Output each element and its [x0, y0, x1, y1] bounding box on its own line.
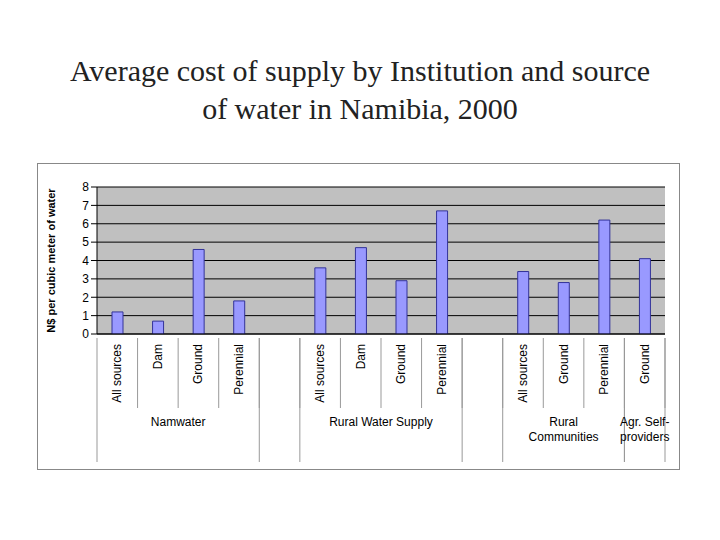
svg-text:Perennial: Perennial [597, 344, 611, 395]
svg-text:Ground: Ground [638, 344, 652, 384]
svg-text:N$ per cubic meter of water: N$ per cubic meter of water [45, 188, 57, 333]
svg-text:8: 8 [82, 180, 89, 194]
svg-text:Namwater: Namwater [151, 415, 206, 429]
svg-text:2: 2 [82, 291, 89, 305]
svg-text:1: 1 [82, 309, 89, 323]
svg-text:Dam: Dam [151, 344, 165, 369]
svg-text:Dam: Dam [354, 344, 368, 369]
svg-text:All sources: All sources [110, 344, 124, 403]
svg-text:All sources: All sources [313, 344, 327, 403]
svg-text:5: 5 [82, 235, 89, 249]
svg-text:3: 3 [82, 272, 89, 286]
html-text:Average cost of supply by Inst: Average cost of supply by Institution an… [69, 54, 651, 125]
svg-text:Ground: Ground [394, 344, 408, 384]
svg-text:Ground: Ground [191, 344, 205, 384]
svg-text:6: 6 [82, 217, 89, 231]
svg-text:7: 7 [82, 199, 89, 213]
svg-text:Perennial: Perennial [232, 344, 246, 395]
svg-text:0: 0 [82, 327, 89, 341]
svg-text:Rural Water Supply: Rural Water Supply [329, 415, 433, 429]
svg-text:All sources: All sources [516, 344, 530, 403]
svg-text:Ground: Ground [557, 344, 571, 384]
svg-text:Perennial: Perennial [435, 344, 449, 395]
svg-text:Agr. Self-providers: Agr. Self-providers [620, 415, 669, 444]
svg-text:4: 4 [82, 254, 89, 268]
svg-text:RuralCommunities: RuralCommunities [529, 415, 599, 444]
